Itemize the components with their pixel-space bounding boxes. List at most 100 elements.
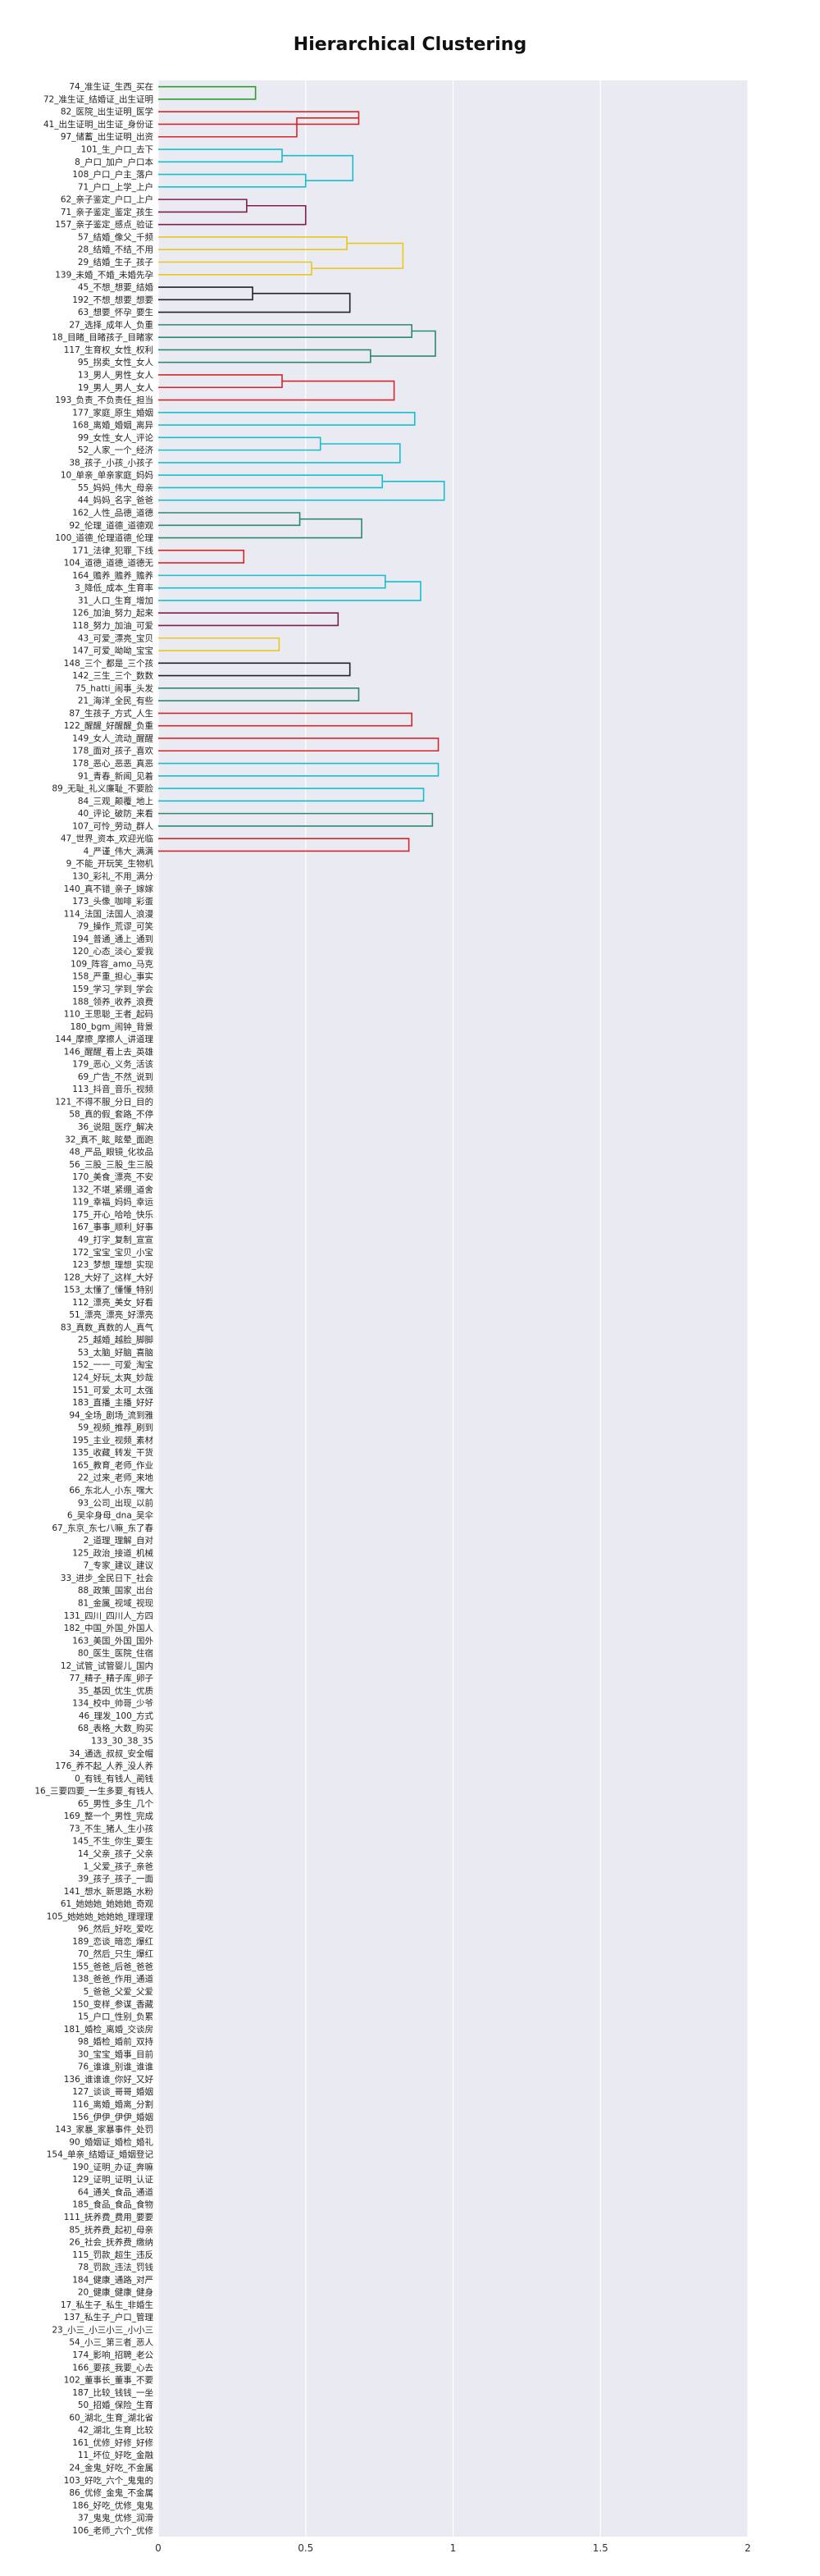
leaf-label: 101_生_户口_去下 [81,144,153,155]
chart-title: Hierarchical Clustering [293,34,527,55]
leaf-label: 98_婚检_婚前_双持 [78,2036,154,2047]
leaf-label: 35_基因_优生_优质 [78,1685,153,1696]
leaf-label: 90_婚姻证_婚检_婚礼 [69,2136,153,2147]
leaf-label: 59_视频_推荐_刷到 [78,1423,153,1433]
leaf-label: 81_金属_视域_视现 [78,1597,154,1608]
leaf-label: 18_目睹_目睹孩子_目睹家 [52,332,153,343]
leaf-label: 102_董事长_董事_不要 [64,2375,153,2386]
leaf-label: 168_离婚_婚姻_离异 [72,420,153,431]
leaf-label: 113_抖音_音乐_视频 [72,1084,153,1094]
leaf-label: 162_人性_品德_道德 [72,508,153,518]
leaf-label: 97_储蓄_出生证明_出资 [61,131,153,142]
leaf-label: 161_优修_好修_好修 [72,2437,153,2448]
dendrogram-link [158,762,440,777]
leaf-label: 11_坏位_好吃_金融 [78,2450,154,2460]
leaf-label: 75_hatti_闹事_头发 [75,683,154,693]
leaf-label: 134_校中_帅哥_少爷 [72,1698,153,1709]
leaf-label: 183_直播_主播_好好 [72,1397,153,1408]
x-tick-label: 1 [450,2542,457,2554]
leaf-label: 188_领养_收养_浪费 [72,996,153,1007]
leaf-label: 28_结婚_不结_不用 [78,244,153,255]
leaf-label: 190_证明_办证_奔嘛 [72,2162,153,2172]
leaf-label: 48_严品_眼镜_化妆品 [69,1147,153,1158]
dendrogram-link [158,812,434,827]
leaf-label: 31_人口_生育_增加 [78,595,153,605]
leaf-label: 139_未婚_不婚_未婚先孕 [55,269,153,280]
leaf-label: 52_人家_一个_经济 [78,445,154,455]
leaf-label: 89_无耻_礼义廉耻_不要脸 [52,783,153,794]
leaf-label: 116_离婚_婚离_分割 [72,2099,153,2109]
dendrogram-link [370,330,436,357]
leaf-label: 41_出生证明_出生证_身份证 [43,119,154,130]
leaf-label: 124_好玩_太爽_妙哉 [72,1372,153,1383]
dendrogram-link [158,117,359,138]
leaf-label: 150_变样_参谋_香藏 [72,1998,153,2009]
leaf-label: 148_三个_都是_三个孩 [64,658,154,669]
leaf-label: 23_小三_小三小三_小小三 [52,2325,153,2335]
leaf-label: 136_谁谁谁_你好_又好 [64,2074,154,2085]
leaf-label: 58_真的假_套路_不停 [69,1109,153,1120]
leaf-label: 173_头像_咖啡_彩蛋 [72,897,153,907]
dendrogram-link [158,550,245,564]
leaf-label: 27_选择_成年人_负重 [69,319,153,330]
leaf-label: 10_单亲_单亲家庭_妈妈 [61,470,153,481]
leaf-label: 21_海洋_全民_有些 [78,696,154,706]
dendrogram-link [158,85,257,100]
dendrogram-link [158,637,280,651]
leaf-label: 172_宝宝_宝贝_小宝 [72,1247,153,1258]
leaf-label: 93_公司_出现_以前 [78,1497,153,1508]
leaf-label: 45_不想_想要_结婚 [78,282,154,293]
leaf-label: 53_太脑_好脑_喜脑 [78,1347,153,1358]
dendrogram-link [281,154,354,182]
leaf-label: 158_严重_担心_事实 [72,971,153,982]
leaf-label: 37_鬼鬼_优修_润滑 [78,2513,153,2523]
leaf-label: 88_政策_国家_出台 [78,1585,153,1596]
leaf-label: 51_漂亮_漂亮_好漂亮 [69,1309,153,1320]
leaf-label: 153_太懂了_懂懂_特别 [64,1285,153,1295]
leaf-label: 167_事事_顺利_好事 [72,1222,153,1232]
leaf-label: 131_四川_四川人_方四 [64,1610,153,1621]
leaf-label: 149_女人_流动_醒醒 [72,733,153,743]
leaf-label: 154_单亲_结婚证_婚姻登记 [47,2149,154,2160]
leaf-label: 92_伦理_道德_道德观 [69,520,153,531]
dendrogram-link [158,838,410,852]
leaf-label: 146_醒醒_看上去_英雄 [64,1046,153,1057]
leaf-label: 9_不能_开玩笑_生物机 [66,858,154,869]
dendrogram-link [158,518,362,539]
leaf-label: 179_恶心_义务_活该 [72,1059,153,1070]
leaf-label: 47_世界_资本_欢迎光临 [61,834,153,844]
leaf-label: 104_道德_道德_道德无 [64,558,154,569]
leaf-label: 42_湖北_生育_比较 [78,2425,154,2436]
leaf-label: 180_bgm_闹钟_背景 [71,1021,153,1032]
leaf-label: 118_努力_加油_可爱 [72,620,153,631]
leaf-label: 26_社会_抚养费_缴纳 [69,2237,153,2248]
leaf-label: 187_比较_钱钱_一坐 [72,2387,153,2398]
dendrogram-link [158,412,416,426]
leaf-label: 64_通关_食品_通道 [78,2186,154,2197]
leaf-label: 170_美食_漂亮_不安 [72,1172,153,1182]
leaf-label: 87_生孩子_方式_人生 [69,708,153,719]
leaf-label: 123_梦想_理想_实现 [72,1259,153,1270]
dendrogram-link [158,662,351,677]
leaf-label: 60_湖北_生育_湖北省 [69,2412,153,2423]
leaf-label: 165_教育_老师_作业 [72,1459,153,1470]
leaf-label: 106_老师_六个_优修 [72,2525,153,2536]
leaf-label: 79_操作_荒谬_可笑 [78,921,153,932]
leaf-label: 163_美国_外国_国外 [72,1635,153,1646]
leaf-label: 125_政治_接道_机械 [72,1547,153,1558]
leaf-label: 164_赡养_赡养_赡养 [72,570,153,581]
leaf-label: 7_专家_建议_建议 [84,1560,154,1571]
leaf-label: 83_真数_真数的人_真气 [61,1322,154,1332]
leaf-label: 171_法律_犯罪_下线 [72,545,153,555]
leaf-label: 115_罚款_超生_违反 [72,2249,153,2260]
leaf-label: 40_评论_破防_来看 [78,808,153,819]
leaf-label: 82_医院_出生证明_医学 [61,107,153,117]
leaf-label: 3_降低_成本_生育率 [75,582,153,593]
leaf-label: 184_健康_通路_对严 [72,2274,153,2285]
leaf-label: 178_恶心_恶恶_真恶 [72,758,153,769]
leaf-label: 103_好吃_六个_鬼鬼的 [64,2475,153,2486]
leaf-label: 50_招婚_保险_生育 [78,2400,153,2410]
leaf-label: 135_收藏_转发_干货 [72,1447,153,1458]
leaf-label: 107_可怜_劳动_群人 [72,820,153,831]
leaf-label: 192_不想_想要_想要 [72,295,153,305]
